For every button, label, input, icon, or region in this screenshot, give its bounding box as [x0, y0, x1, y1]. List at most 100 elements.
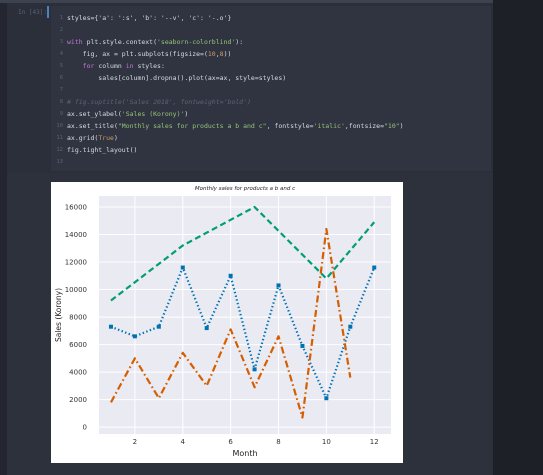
data-point-square: [276, 283, 281, 288]
cell-output: 2 4 6 8 10 12 0 2000 4000 6000 8000 10000 12000 14000…: [7, 173, 493, 475]
series-line-3: [110, 227, 352, 419]
x-axis-label: Month: [232, 449, 257, 458]
data-point-square: [372, 265, 377, 270]
code-token: 'seaborn-colorblind': [157, 38, 236, 46]
code-token: fig.tight_layout(): [67, 146, 138, 154]
code-token: plt.style.context(: [82, 38, 158, 46]
series-line-1: [110, 266, 376, 400]
code-line[interactable]: 8 # fig.suptitle('Sales 2018', fontweight…: [51, 96, 491, 108]
line-number: 11: [56, 135, 63, 141]
line-number: 5: [59, 63, 63, 69]
code-text: # fig.suptitle('Sales 2018', fontweight=…: [67, 96, 251, 108]
line-chart: 2 4 6 8 10 12 0 2000 4000 6000 8000 10000 12000 14000…: [54, 186, 391, 458]
x-tick-label: 4: [181, 438, 186, 446]
y-tick-label: 2000: [69, 396, 87, 404]
code-text: fig, ax = plt.subplots(figsize=(10,8)): [67, 48, 232, 60]
data-point-square: [180, 265, 185, 270]
x-tick-label: 12: [370, 438, 379, 446]
code-token: fig, ax = plt.subplots(figsize=(: [67, 50, 208, 58]
data-point-square: [132, 334, 137, 339]
code-token: ): [399, 122, 404, 130]
data-point-square: [228, 273, 233, 278]
line-number: 6: [59, 75, 63, 81]
line-number: 9: [59, 111, 63, 117]
y-tick-label: 16000: [65, 204, 87, 212]
line-number: 7: [59, 87, 63, 93]
code-line[interactable]: 13: [51, 156, 491, 168]
code-text: sales[column].dropna().plot(ax=ax, style…: [67, 72, 286, 84]
code-line[interactable]: 5 for column in styles:: [51, 60, 491, 72]
code-token: column: [94, 62, 126, 70]
series-line-2: [110, 205, 376, 302]
code-token: styles:: [133, 62, 165, 70]
code-line[interactable]: 11 ax.grid(True): [51, 132, 491, 144]
data-point-square: [252, 367, 257, 372]
code-line[interactable]: 9 ax.set_ylabel('Sales (Korony)'): [51, 108, 491, 120]
data-point-square: [300, 343, 305, 348]
top-border: [0, 0, 543, 3]
code-token: ax.grid(: [67, 134, 99, 142]
code-token: True: [98, 134, 114, 142]
code-token: )): [223, 50, 232, 58]
x-tick-label: 6: [228, 438, 233, 446]
line-number: 3: [59, 39, 63, 45]
data-point-square: [348, 324, 353, 329]
code-token: "10": [384, 122, 400, 130]
code-text: styles={'a': ':s', 'b': '--v', 'c': '-.o…: [67, 12, 231, 24]
code-line[interactable]: 1 styles={'a': ':s', 'b': '--v', 'c': '-.…: [51, 12, 491, 24]
code-line[interactable]: 10 ax.set_title("Monthly sales for produc…: [51, 120, 491, 132]
code-token: "Monthly sales for products a b and c": [117, 122, 267, 130]
y-tick-label: 8000: [69, 314, 87, 322]
y-tick-label: 10000: [65, 286, 87, 294]
code-text: ax.set_ylabel('Sales (Korony)'): [67, 108, 188, 120]
y-tick-label: 14000: [65, 231, 87, 239]
line-number: 8: [59, 99, 63, 105]
code-text: ax.set_title("Monthly sales for products…: [67, 120, 404, 132]
code-line[interactable]: 4 fig, ax = plt.subplots(figsize=(10,8)): [51, 48, 491, 60]
data-point-square: [324, 396, 329, 401]
y-tick-label: 12000: [65, 259, 87, 267]
code-text: fig.tight_layout(): [67, 144, 137, 156]
code-token: ,fontsize=: [344, 122, 385, 130]
code-line[interactable]: 7: [51, 84, 491, 96]
code-token: for: [82, 62, 95, 70]
right-scroll-area[interactable]: [493, 0, 543, 475]
code-text: ax.grid(True): [67, 132, 118, 144]
code-token: # fig.suptitle('Sales 2018', fontweight=…: [67, 98, 251, 106]
code-token: sales[column].dropna().plot(ax=ax, style…: [67, 74, 287, 82]
code-token: with: [67, 38, 83, 46]
code-token: [67, 62, 83, 70]
code-token: ,: [215, 50, 220, 58]
code-line[interactable]: 12 fig.tight_layout(): [51, 144, 491, 156]
plot-area: [99, 196, 391, 434]
code-token: ):: [235, 38, 244, 46]
x-tick-label: 8: [276, 438, 280, 446]
chart-title: Monthly sales for products a b and c: [195, 186, 295, 192]
x-tick-label: 10: [322, 438, 331, 446]
code-line[interactable]: 6 sales[column].dropna().plot(ax=ax, sty…: [51, 72, 491, 84]
cell-selection-indicator: [47, 6, 49, 18]
y-tick-label: 4000: [69, 369, 87, 377]
y-tick-label: 0: [83, 424, 87, 432]
code-cell[interactable]: In [43]: 1 styles={'a': ':s', 'b': '--v',…: [7, 3, 493, 173]
code-token: in: [125, 62, 134, 70]
code-token: 10: [207, 50, 216, 58]
data-point-square: [156, 324, 161, 329]
line-number: 13: [56, 159, 63, 165]
code-token: , fontstyle=: [266, 122, 314, 130]
x-tick-label: 2: [133, 438, 137, 446]
code-token: 'italic': [313, 122, 345, 130]
code-editor[interactable]: 1 styles={'a': ':s', 'b': '--v', 'c': '-.…: [51, 6, 491, 171]
code-line[interactable]: 3 with plt.style.context('seaborn-colorbl…: [51, 36, 491, 48]
code-token: ): [113, 134, 118, 142]
data-point-square: [204, 326, 209, 331]
code-token: ax.set_title(: [67, 122, 118, 130]
line-number: 2: [59, 27, 63, 33]
code-token: ax.set_ylabel(: [67, 110, 122, 118]
code-token: styles={'a': ':s', 'b': '--v', 'c': '-.o…: [67, 14, 232, 22]
code-token: 8: [219, 50, 224, 58]
code-text: for column in styles:: [67, 60, 165, 72]
left-gutter: [0, 3, 7, 475]
code-line[interactable]: 2: [51, 24, 491, 36]
